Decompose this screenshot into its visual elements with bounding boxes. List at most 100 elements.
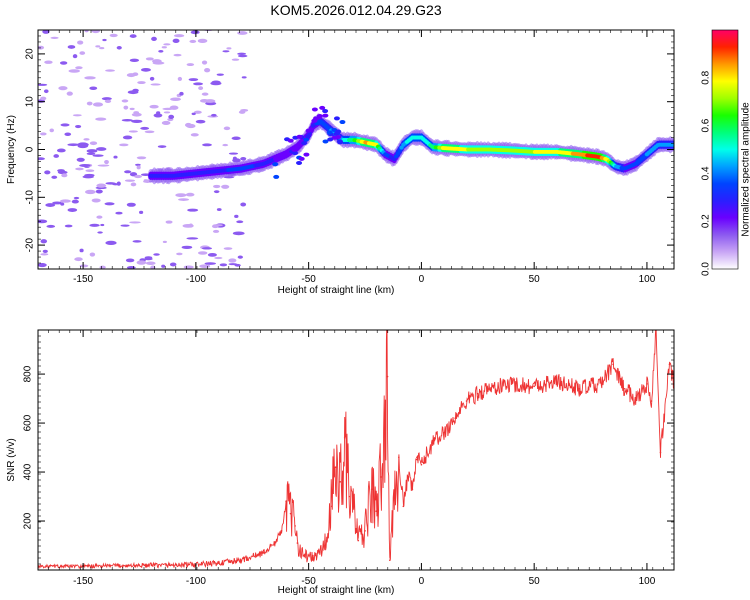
noise-cell (177, 76, 183, 81)
snr-point (659, 451, 662, 454)
noise-cell (145, 57, 154, 61)
noise-cell (61, 173, 68, 178)
noise-cell (40, 253, 49, 256)
noise-cell (204, 262, 217, 265)
noise-cell (116, 181, 121, 186)
noise-cell (79, 51, 86, 55)
noise-cell (38, 45, 45, 50)
noise-cell (163, 111, 171, 114)
noise-cell (151, 36, 157, 42)
noise-cell (95, 45, 101, 48)
noise-cell (222, 143, 229, 147)
noise-cell (89, 223, 100, 227)
noise-cell (212, 224, 223, 227)
snr-point (348, 495, 351, 498)
noise-cell (188, 78, 199, 82)
x-tick-label: 100 (639, 576, 656, 587)
noise-cell (133, 111, 140, 114)
snr-point (465, 400, 468, 402)
noise-cell (212, 229, 220, 233)
noise-cell (139, 210, 144, 214)
noise-cell (201, 60, 208, 65)
noise-cell (237, 52, 247, 55)
snr-point (217, 562, 220, 564)
noise-cell (86, 101, 93, 106)
secondary-blob (322, 139, 329, 144)
secondary-blob (296, 160, 303, 165)
snr-point (357, 539, 360, 542)
y-tick-label: 400 (23, 463, 34, 480)
x-tick-label: -100 (186, 576, 206, 587)
colorbar-tick-label: 0.2 (701, 214, 712, 228)
noise-cell (91, 198, 101, 203)
colorbar-tick-label: 0.8 (701, 70, 712, 84)
noise-cell (82, 175, 94, 179)
noise-cell (152, 59, 162, 64)
noise-cell (137, 81, 146, 85)
noise-cell (102, 38, 107, 42)
noise-cell (64, 132, 72, 137)
noise-cell (45, 203, 56, 207)
noise-cell (43, 89, 49, 94)
noise-cell (240, 157, 247, 161)
noise-cell (190, 30, 200, 35)
noise-cell (104, 202, 115, 206)
y-tick-label: -10 (25, 190, 36, 205)
x-axis-label: Height of straight line (km) (278, 585, 395, 596)
noise-cell (223, 126, 231, 131)
snr-point (646, 383, 648, 385)
snr-point (420, 463, 423, 466)
noise-cell (197, 251, 208, 255)
noise-cell (226, 47, 232, 50)
noise-cell (195, 119, 206, 124)
noise-cell (86, 149, 98, 153)
x-tick-label: -100 (186, 274, 206, 285)
noise-cell (129, 172, 138, 177)
y-tick-label: 0 (25, 146, 36, 152)
noise-cell (50, 36, 59, 39)
secondary-blob (305, 134, 312, 139)
snr-point (510, 383, 513, 385)
snr-point (330, 505, 332, 508)
noise-cell (46, 224, 56, 228)
noise-cell (223, 247, 233, 250)
secondary-blob (326, 130, 333, 135)
noise-cell (97, 164, 110, 167)
noise-cell (99, 265, 106, 269)
noise-cell (136, 156, 147, 160)
secondary-blob (339, 120, 346, 125)
snr-point (407, 476, 409, 478)
noise-cell (38, 219, 48, 224)
noise-cell (86, 152, 96, 156)
noise-cell (165, 220, 173, 224)
noise-cell (60, 202, 65, 206)
noise-cell (105, 69, 115, 72)
noise-cell (201, 92, 209, 96)
noise-cell (66, 91, 73, 96)
secondary-blob (327, 137, 334, 142)
noise-cell (38, 157, 45, 161)
noise-cell (42, 249, 48, 253)
noise-cell (213, 184, 221, 189)
noise-cell (221, 184, 230, 189)
snr-point (274, 542, 276, 544)
snr-point (289, 512, 292, 515)
snr-point (578, 387, 581, 390)
snr-point (127, 564, 130, 567)
noise-cell (71, 199, 79, 204)
noise-cell (89, 141, 98, 146)
noise-cell (170, 97, 182, 101)
noise-cell (121, 99, 129, 103)
noise-cell (40, 239, 48, 244)
snr-point (623, 387, 626, 390)
noise-cell (176, 252, 183, 256)
noise-cell (232, 231, 245, 236)
noise-cell (124, 179, 136, 182)
noise-cell (40, 96, 47, 101)
noise-cell (149, 104, 159, 109)
noise-cell (99, 46, 105, 50)
noise-cell (121, 119, 133, 122)
snr-point (384, 427, 387, 429)
noise-cell (216, 73, 224, 76)
noise-cell (231, 136, 241, 141)
